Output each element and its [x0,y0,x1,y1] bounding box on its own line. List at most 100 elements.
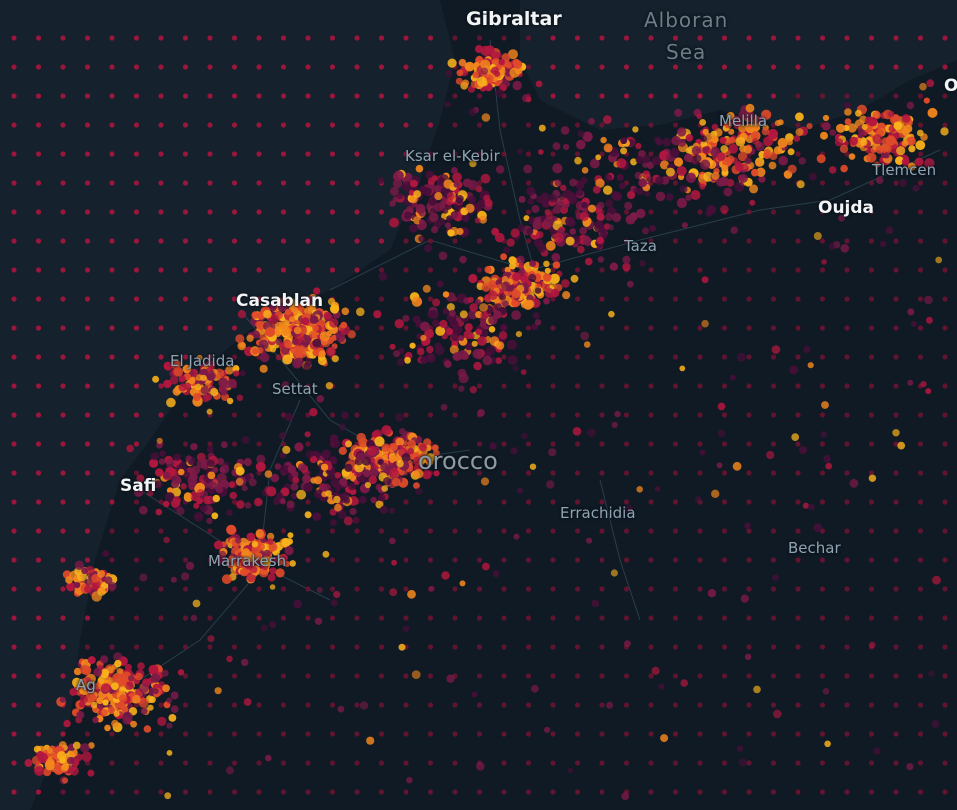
city-label-tlemcen[interactable]: Tlemcen [872,161,937,179]
scatter-point [226,397,234,405]
grid-dot [35,499,42,505]
scatter-point [526,227,534,235]
grid-dot [599,35,605,41]
scatter-point [572,427,582,436]
grid-dot [917,499,924,505]
scatter-point [301,317,310,326]
grid-dot [574,731,581,737]
scatter-point [401,181,413,192]
grid-dot [697,528,703,534]
grid-dot [207,586,213,592]
scatter-point [872,111,881,120]
grid-dot [672,673,679,679]
city-label-bechar[interactable]: Bechar [788,539,841,557]
grid-dot [329,412,336,418]
grid-dot [844,528,850,534]
scatter-point [719,136,727,144]
grid-dot [721,93,728,99]
scatter-point [625,214,636,225]
grid-dot [354,64,360,70]
city-label-safi[interactable]: Safi [120,476,157,496]
scatter-point [740,594,749,603]
scatter-point [322,550,330,558]
city-label-taza[interactable]: Taza [624,237,657,255]
city-label-agadir[interactable]: Ag [76,676,96,694]
scatter-point [716,462,723,469]
scatter-point [673,157,684,167]
grid-dot [844,64,850,70]
grid-dot [35,122,42,128]
scatter-point [624,201,633,210]
grid-dot [403,528,409,534]
scatter-point [716,178,725,187]
grid-dot [819,615,826,621]
scatter-point [291,492,298,500]
scatter-point [310,477,317,484]
grid-dot [60,441,66,447]
scatter-point [786,138,793,146]
scatter-point [280,554,288,562]
grid-dot [550,702,556,708]
grid-dot [354,354,360,360]
scatter-point [214,687,222,695]
scatter-point [282,354,293,365]
city-label-oujda[interactable]: Oujda [818,198,875,218]
grid-dot [623,354,630,360]
scatter-point [655,176,664,185]
grid-dot [35,615,42,621]
grid-dot [329,702,336,708]
scatter-point [331,355,339,363]
scatter-point [491,227,500,236]
grid-dot [917,673,924,679]
scatter-point [401,453,411,462]
city-label-gibraltar[interactable]: Gibraltar [466,8,562,30]
scatter-point [108,581,117,591]
grid-dot [795,64,801,70]
grid-dot [231,325,238,331]
grid-dot [697,209,703,215]
grid-dot [11,557,17,563]
scatter-point [798,446,808,455]
scatter-point [608,310,615,318]
scatter-point [409,179,418,188]
scatter-point [935,256,943,264]
scatter-point [269,567,277,575]
grid-dot [868,673,875,679]
grid-dot [917,151,924,157]
grid-dot [231,238,238,244]
grid-dot [574,93,581,99]
scatter-point [226,509,233,516]
grid-dot [182,673,189,679]
scatter-point [33,745,42,753]
city-label-marrakesh[interactable]: Marrakesh [208,552,287,570]
city-label-settat[interactable]: Settat [272,380,318,398]
grid-dot [648,383,654,389]
grid-dot [35,64,42,70]
scatter-point [701,276,709,284]
grid-dot [648,412,654,418]
city-label-oran[interactable]: O [944,76,957,96]
city-label-el-jadida[interactable]: El Jadida [170,352,235,370]
scatter-point [132,695,141,704]
scatter-point [464,61,475,72]
scatter-point [700,159,711,170]
scatter-point [440,403,448,411]
city-label-errachidia[interactable]: Errachidia [560,504,636,522]
scatter-point [24,759,33,767]
scatter-point [579,211,589,221]
scatter-point [630,158,638,166]
grid-dot [354,180,360,186]
scatter-point [749,199,756,206]
grid-dot [868,499,875,505]
scatter-point [734,181,745,192]
grid-dot [305,93,311,99]
scatter-point [683,153,693,162]
city-label-ksar-el-kebir[interactable]: Ksar el-Kebir [405,147,500,165]
grid-dot [770,93,777,99]
city-label-casablanca[interactable]: Casablan [236,291,324,311]
city-label-melilla[interactable]: Melilla [719,112,768,130]
scatter-point [594,223,603,233]
scatter-point [610,190,621,201]
